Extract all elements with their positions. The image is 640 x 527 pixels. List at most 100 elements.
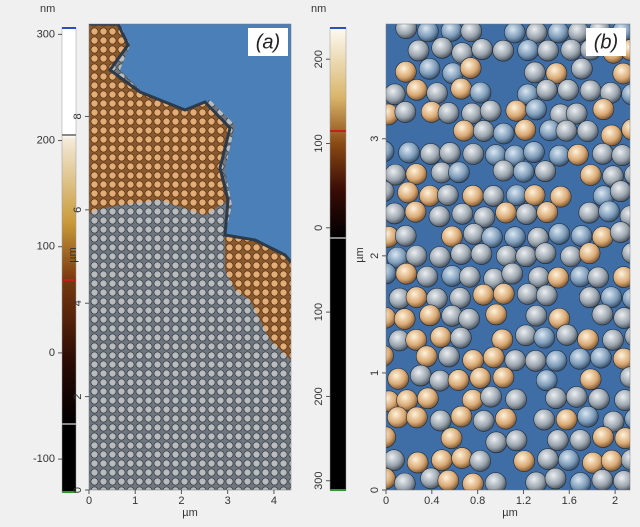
particle [602,329,624,351]
particle [504,24,526,44]
particle [409,364,432,387]
particle [462,185,484,207]
particle [614,427,630,450]
tick-label: 200 [37,134,55,146]
particle [501,262,524,285]
particle [386,449,405,471]
particle [428,205,451,228]
particle [419,304,441,327]
panel-label: (b) [594,31,618,53]
tick-label: 0 [72,487,84,493]
particle [417,24,439,43]
particle [450,243,472,265]
particle [438,345,460,368]
particle [386,180,395,202]
image-frame [385,23,631,491]
particle [495,201,517,224]
tick-label: 200 [313,50,325,68]
particle [524,61,546,84]
particle [577,405,599,428]
afm-image [89,24,291,490]
particle [588,388,610,410]
particle [565,386,588,408]
panel-label: (a) [256,31,280,53]
particle [485,431,508,454]
particle [537,39,559,62]
tick-label: 0 [383,495,389,507]
particle [459,57,482,79]
tick-label: 100 [313,134,325,152]
particle [613,470,630,490]
particle [548,223,571,245]
particle [513,450,535,472]
particle [495,407,517,430]
particle [557,79,579,101]
particle [620,449,630,471]
particle [387,368,410,390]
particle [386,467,396,490]
particle [545,62,568,85]
particle [600,124,623,147]
particle [505,99,528,122]
x-axis-label: µm [502,507,518,519]
particle [462,472,484,490]
particle [517,39,539,62]
particle [437,184,459,206]
particle [393,472,416,490]
particle [492,39,514,62]
particle [591,303,614,326]
particle [591,469,614,490]
particle [537,448,559,470]
particle [437,102,460,124]
particle [463,223,485,245]
particle [576,120,599,142]
particle [571,57,593,80]
particle [406,451,429,474]
particle [453,119,475,142]
tick-label: 4 [72,300,84,306]
particle [516,283,539,305]
particle [482,346,505,369]
particle [505,388,527,411]
particle [619,366,630,388]
particle [492,282,515,305]
particle [441,225,463,248]
particle [547,429,569,451]
particle [579,164,602,186]
tick-label: 3 [369,136,381,142]
particle [512,160,535,183]
tick-label: 0 [313,225,325,231]
tick-label: 1 [369,370,381,376]
particle [614,389,630,411]
tick-label: 3 [225,495,231,507]
particle [387,406,409,429]
tick-label: 0 [369,487,381,493]
tick-label: 100 [313,303,325,321]
particle [578,201,601,224]
particle [407,39,430,62]
particle [514,119,536,141]
particle [565,102,588,125]
tick-label: 2 [72,394,84,400]
particle [470,243,493,265]
particle [405,245,428,267]
particle [621,83,630,106]
particle [556,324,578,346]
particle [590,346,612,369]
particle [458,308,480,330]
particle [492,366,515,389]
particle [450,77,472,100]
particle [484,472,507,490]
tick-label: 200 [313,387,325,405]
particle [515,203,538,225]
particle [415,345,438,368]
particle [612,266,630,288]
particle [450,405,473,428]
particle [482,185,505,207]
particle [404,200,427,223]
particle [431,449,453,471]
particle [587,266,609,289]
particle [426,82,448,104]
particle [555,119,578,142]
particle [525,24,548,44]
